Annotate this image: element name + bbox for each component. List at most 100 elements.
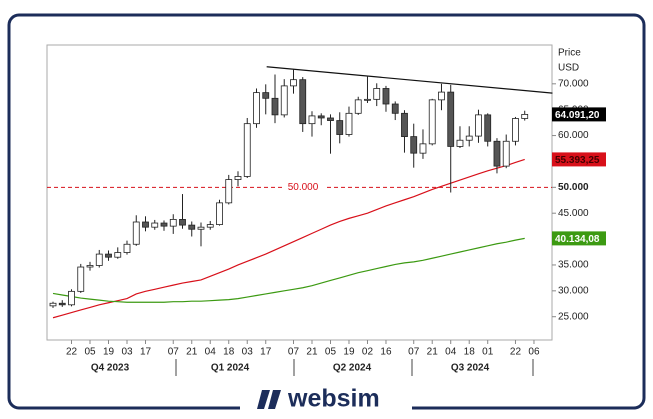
x-tick-label: 02 xyxy=(362,347,374,358)
x-tick-label: 07 xyxy=(168,347,180,358)
x-tick-label: 16 xyxy=(380,347,392,358)
axis-unit: USD xyxy=(558,63,579,74)
candle-body xyxy=(484,114,492,142)
candle-body xyxy=(253,92,260,125)
y-tick-label: 45.000 xyxy=(558,208,589,219)
candle-body xyxy=(271,97,279,116)
x-tick-label: 19 xyxy=(343,347,355,358)
x-tick-label: 03 xyxy=(242,347,254,358)
x-tick-label: 17 xyxy=(260,347,272,358)
logo: websim xyxy=(257,385,380,413)
candle-body xyxy=(317,115,325,119)
candle-body xyxy=(188,224,196,230)
x-tick-label: 06 xyxy=(528,347,540,358)
price-tag-label: 40.134,08 xyxy=(555,234,600,245)
x-tick-label: 07 xyxy=(288,347,300,358)
candle-body xyxy=(105,253,112,258)
candle-body xyxy=(410,136,418,154)
candle-body xyxy=(58,302,66,306)
candle-body xyxy=(382,88,390,105)
x-tick-label: 04 xyxy=(445,347,457,358)
x-tick-label: 03 xyxy=(121,347,133,358)
x-tick-label: 18 xyxy=(223,347,235,358)
y-tick-label: 50.000 xyxy=(558,182,589,193)
candle-body xyxy=(179,219,186,226)
x-tick-label: 04 xyxy=(205,347,217,358)
x-tick-label: 07 xyxy=(408,347,420,358)
candle-body xyxy=(299,79,307,125)
price-tag-label: 55.393,25 xyxy=(555,155,600,166)
candle-body xyxy=(68,290,75,306)
candle-body xyxy=(447,91,455,147)
level-label-bg xyxy=(282,181,324,194)
candle-body xyxy=(373,88,381,100)
candle-body xyxy=(262,92,270,99)
candle-body xyxy=(86,265,94,268)
candle-body xyxy=(151,222,159,228)
candle-body xyxy=(336,120,344,135)
candle-body xyxy=(216,202,223,225)
quarter-label: Q4 2023 xyxy=(91,363,130,374)
price-tag xyxy=(552,231,606,246)
candle-body xyxy=(502,140,510,167)
x-tick-label: 21 xyxy=(186,347,198,358)
price-tag-label: 64.091,20 xyxy=(555,110,600,121)
candle-body xyxy=(493,140,501,167)
candle-body xyxy=(225,179,233,204)
quarter-label: Q1 2024 xyxy=(211,363,250,374)
brand: websim xyxy=(287,385,380,413)
y-tick-label: 35.000 xyxy=(558,260,589,271)
moving-average xyxy=(52,158,525,319)
candle-body xyxy=(114,252,122,258)
chart: 25.00030.00035.00040.00045.00050.00055.0… xyxy=(47,66,606,376)
price-tag xyxy=(552,152,606,167)
y-tick-label: 25.000 xyxy=(558,311,589,322)
y-tick-label: 60.000 xyxy=(558,130,589,141)
axis-title: Price xyxy=(558,48,581,59)
candle-body xyxy=(345,112,353,135)
moving-average xyxy=(52,237,525,303)
candle-body xyxy=(419,143,427,154)
x-tick-label: 05 xyxy=(84,347,96,358)
x-tick-label: 05 xyxy=(325,347,337,358)
candle-body xyxy=(475,114,482,137)
price-tag xyxy=(552,107,606,122)
candle-body xyxy=(308,115,316,125)
candle-body xyxy=(521,113,529,119)
x-tick-label: 18 xyxy=(464,347,476,358)
candle-body xyxy=(391,103,399,114)
x-tick-label: 21 xyxy=(427,347,439,358)
candle-body xyxy=(206,224,214,228)
level-label: 50.000 xyxy=(288,182,319,193)
x-tick-label: 22 xyxy=(66,347,78,358)
quarter-label: Q2 2024 xyxy=(333,363,372,374)
candle-body xyxy=(234,176,242,180)
candle-body xyxy=(132,221,140,245)
candle-body xyxy=(428,99,436,145)
candle-body xyxy=(169,219,177,227)
candle-body xyxy=(401,112,408,138)
candle-body xyxy=(364,98,371,101)
candle-body xyxy=(49,302,57,307)
y-tick-label: 30.000 xyxy=(558,285,589,296)
candle-body xyxy=(512,118,519,142)
candle-body xyxy=(77,266,85,292)
candle-body xyxy=(142,221,149,228)
x-tick-label: 22 xyxy=(510,347,522,358)
candle-body xyxy=(438,91,445,101)
x-tick-label: 19 xyxy=(103,347,115,358)
x-tick-label: 17 xyxy=(140,347,152,358)
y-tick-label: 70.000 xyxy=(558,78,589,89)
trendline xyxy=(266,66,553,94)
x-tick-label: 01 xyxy=(482,347,494,358)
candle-body xyxy=(160,222,168,227)
candle-body xyxy=(197,226,205,230)
candle-body xyxy=(95,253,103,266)
candle-body xyxy=(354,99,362,114)
candle-body xyxy=(456,139,464,147)
candle-body xyxy=(465,135,473,141)
candle-body xyxy=(280,85,288,116)
logo-icon xyxy=(257,390,281,409)
footer-gap xyxy=(240,392,412,419)
